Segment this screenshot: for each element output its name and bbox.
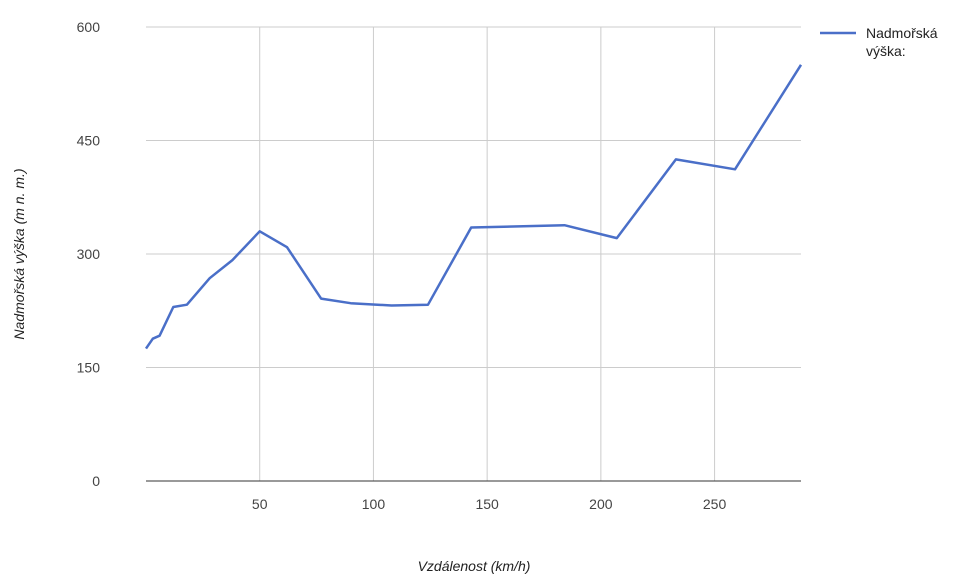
legend-label-line-2: výška: bbox=[866, 43, 906, 59]
x-tick-label: 150 bbox=[475, 496, 499, 512]
y-tick-label: 0 bbox=[92, 473, 100, 489]
y-tick-label: 300 bbox=[77, 246, 101, 262]
x-tick-label: 200 bbox=[589, 496, 613, 512]
y-tick-label: 600 bbox=[77, 19, 101, 35]
y-axis-title: Nadmořská výška (m n. m.) bbox=[11, 168, 27, 339]
y-tick-label: 450 bbox=[77, 133, 101, 149]
x-tick-label: 50 bbox=[252, 496, 268, 512]
x-tick-label: 250 bbox=[703, 496, 727, 512]
legend: Nadmořská výška: bbox=[820, 25, 941, 59]
x-axis-title: Vzdálenost (km/h) bbox=[418, 558, 531, 574]
y-tick-label: 150 bbox=[77, 360, 101, 376]
grid-lines bbox=[146, 26, 801, 481]
x-tick-labels: 50 100 150 200 250 bbox=[252, 496, 727, 512]
y-tick-labels: 0 150 300 450 600 bbox=[77, 19, 101, 489]
legend-label-line-1: Nadmořská bbox=[866, 25, 938, 41]
legend-label-elevation: Nadmořská výška: bbox=[866, 25, 941, 59]
x-tick-label: 100 bbox=[362, 496, 386, 512]
series-line-elevation bbox=[144, 64, 803, 350]
